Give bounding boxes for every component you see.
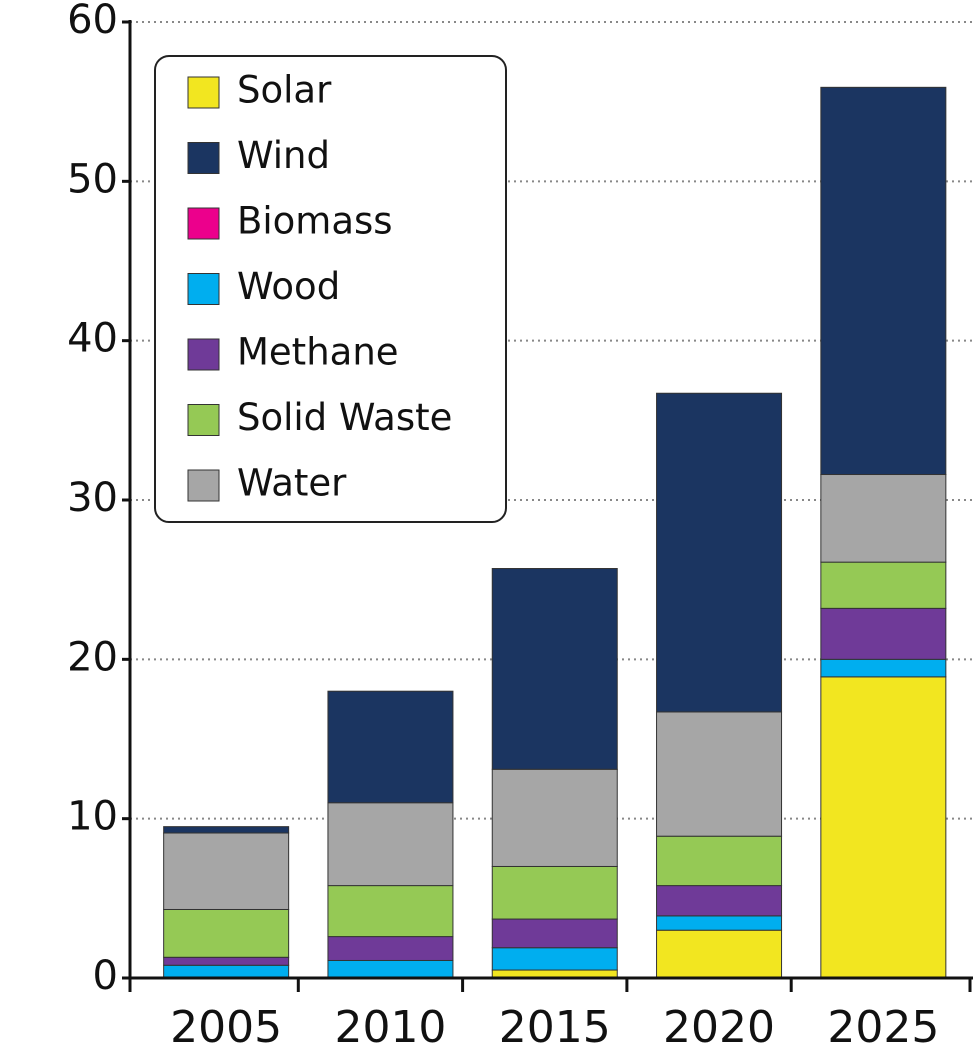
x-tick-label: 2005 — [170, 1002, 282, 1053]
x-tick-label: 2010 — [334, 1002, 446, 1053]
legend-label: Wind — [237, 134, 330, 177]
bar-segment — [163, 956, 290, 966]
bar-segment — [327, 936, 454, 961]
legend-label: Methane — [237, 331, 399, 374]
x-tick-label: 2020 — [663, 1002, 775, 1053]
legend-swatch — [187, 404, 220, 436]
bar-segment — [820, 474, 947, 563]
y-tick-label: 0 — [93, 953, 118, 999]
x-tick-label: 2025 — [827, 1002, 939, 1053]
bar-segment — [656, 885, 783, 917]
bar-segment — [656, 929, 783, 979]
bar-segment — [163, 964, 290, 979]
bar-segment — [163, 826, 290, 834]
bar-segment — [820, 676, 947, 979]
legend-swatch — [187, 142, 220, 174]
y-tick-label: 50 — [67, 156, 118, 202]
legend-label: Biomass — [237, 200, 393, 243]
bar-segment — [491, 568, 618, 770]
bar-segment — [820, 607, 947, 660]
legend: Solar Wind Biomass Wood Methane Solid Waste Wa… — [154, 55, 507, 523]
y-tick-label: 30 — [67, 475, 118, 521]
bar-segment — [491, 947, 618, 971]
bar-segment — [327, 690, 454, 804]
bar-segment — [656, 835, 783, 887]
bar-segment — [327, 885, 454, 938]
bar-segment — [327, 802, 454, 887]
legend-label: Wood — [237, 265, 340, 308]
legend-swatch — [187, 469, 220, 502]
bar-segment — [820, 561, 947, 609]
y-tick-label: 20 — [67, 634, 118, 680]
bar-segment — [491, 918, 618, 949]
bar-segment — [327, 959, 454, 979]
y-tick-label: 10 — [67, 794, 118, 840]
y-tick-label: 60 — [67, 0, 118, 43]
bar-segment — [656, 711, 783, 837]
legend-box — [154, 55, 507, 523]
bar-segment — [820, 658, 947, 678]
legend-swatch — [187, 207, 220, 240]
legend-swatch — [187, 273, 220, 305]
legend-label: Solar — [237, 69, 332, 112]
bar-segment — [163, 832, 290, 910]
bar-segment — [491, 768, 618, 867]
bar-segment — [656, 915, 783, 931]
legend-label: Solid Waste — [237, 396, 452, 439]
bar-segment — [163, 908, 290, 958]
bar-segment — [656, 392, 783, 713]
legend-label: Water — [237, 462, 347, 505]
bar-segment — [491, 865, 618, 920]
y-tick-label: 40 — [67, 316, 118, 362]
x-tick-label: 2015 — [499, 1002, 611, 1053]
bar-segment — [820, 86, 947, 476]
legend-swatch — [187, 76, 220, 109]
legend-swatch — [187, 338, 220, 371]
